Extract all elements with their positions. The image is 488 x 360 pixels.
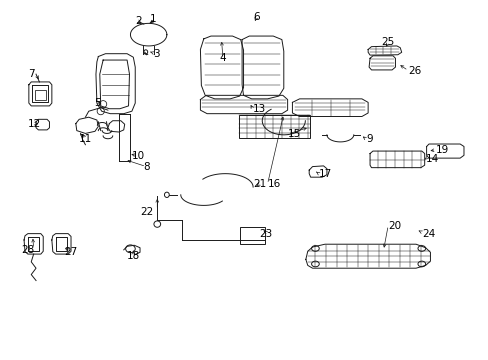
Text: 12: 12 xyxy=(28,118,41,129)
Text: 18: 18 xyxy=(126,251,140,261)
Text: 14: 14 xyxy=(425,154,438,164)
Text: 22: 22 xyxy=(140,207,153,217)
Text: 4: 4 xyxy=(219,53,226,63)
Text: 25: 25 xyxy=(381,37,394,48)
Text: 21: 21 xyxy=(253,179,266,189)
Text: 20: 20 xyxy=(387,221,401,231)
Bar xyxy=(239,227,264,244)
Text: 28: 28 xyxy=(21,245,35,255)
Bar xyxy=(238,115,309,138)
Text: 1: 1 xyxy=(150,14,157,24)
Text: 11: 11 xyxy=(79,134,92,144)
Text: 17: 17 xyxy=(318,168,331,179)
Text: 3: 3 xyxy=(153,49,160,59)
Text: 15: 15 xyxy=(287,129,300,139)
Text: 24: 24 xyxy=(421,229,434,239)
Text: 2: 2 xyxy=(135,16,141,26)
Text: 9: 9 xyxy=(366,134,372,144)
Text: 23: 23 xyxy=(259,229,272,239)
Bar xyxy=(35,90,45,100)
Text: 6: 6 xyxy=(253,12,259,22)
Text: 16: 16 xyxy=(267,179,280,189)
Text: 26: 26 xyxy=(407,66,421,76)
Text: 7: 7 xyxy=(28,69,35,79)
Text: 19: 19 xyxy=(435,145,448,155)
Text: 27: 27 xyxy=(64,247,78,257)
Text: 10: 10 xyxy=(131,151,144,161)
Text: 8: 8 xyxy=(142,162,149,172)
Text: 13: 13 xyxy=(253,104,266,114)
Text: 5: 5 xyxy=(94,98,101,108)
